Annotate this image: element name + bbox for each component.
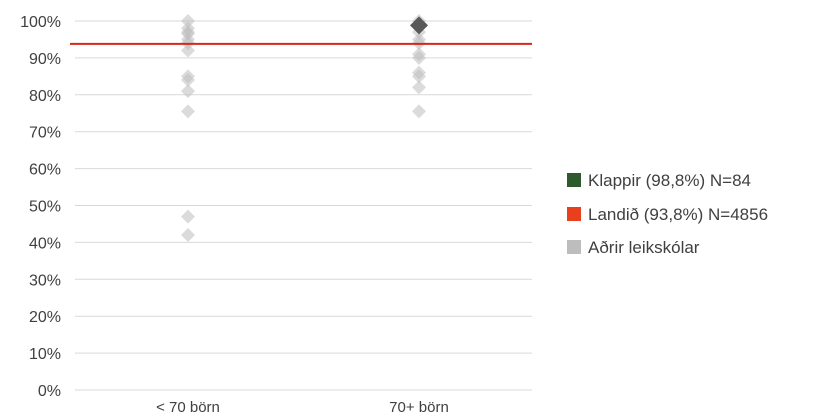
- klappir-point: [410, 16, 428, 35]
- legend-label: Klappir (98,8%) N=84: [588, 171, 751, 190]
- y-tick-label: 90%: [29, 51, 61, 68]
- legend-label: Aðrir leikskólar: [588, 238, 700, 257]
- other-school-point: [181, 104, 195, 119]
- legend-swatch: [567, 207, 581, 221]
- legend: Klappir (98,8%) N=84 Landið (93,8%) N=485…: [567, 171, 768, 257]
- y-tick-label: 20%: [29, 309, 61, 326]
- y-tick-label: 60%: [29, 162, 61, 179]
- y-tick-label: 50%: [29, 199, 61, 216]
- y-tick-label: 70%: [29, 125, 61, 142]
- other-school-point: [412, 69, 426, 84]
- legend-swatch: [567, 173, 581, 187]
- legend-label: Landið (93,8%) N=4856: [588, 205, 768, 224]
- y-tick-label: 40%: [29, 235, 61, 252]
- other-school-point: [181, 73, 195, 88]
- other-school-point: [181, 209, 195, 224]
- x-axis-category-labels: < 70 börn 70+ börn: [156, 399, 449, 416]
- x-category-label: < 70 börn: [156, 399, 220, 416]
- x-category-label: 70+ börn: [389, 399, 449, 416]
- y-tick-label: 100%: [20, 14, 61, 31]
- other-school-point: [181, 14, 195, 28]
- other-school-point: [181, 84, 195, 99]
- y-tick-label: 80%: [29, 88, 61, 105]
- other-school-point: [412, 50, 426, 65]
- y-tick-label: 0%: [38, 383, 61, 400]
- y-axis-tick-labels: 0% 10% 20% 30% 40% 50% 60% 70% 80% 90% 100%: [20, 14, 61, 400]
- other-school-point: [412, 104, 426, 119]
- other-school-point: [181, 228, 195, 243]
- y-tick-label: 10%: [29, 346, 61, 363]
- y-tick-label: 30%: [29, 272, 61, 289]
- other-school-point: [181, 43, 195, 58]
- data-points: [181, 14, 428, 243]
- legend-swatch: [567, 240, 581, 254]
- grid-lines: [75, 20, 532, 391]
- other-school-point: [412, 80, 426, 95]
